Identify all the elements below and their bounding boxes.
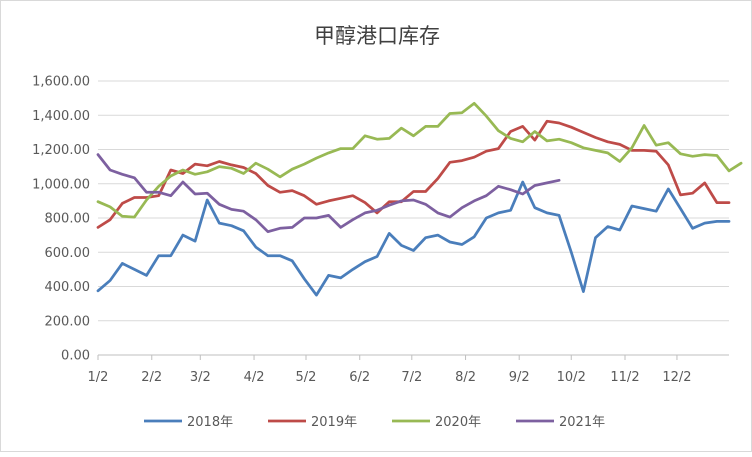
x-tick-label: 10/2 <box>557 370 586 385</box>
x-tick-label: 7/2 <box>401 370 422 385</box>
y-tick-label: 200.00 <box>45 314 91 329</box>
y-tick-label: 400.00 <box>45 280 91 295</box>
series-line-2 <box>96 119 731 229</box>
legend-label: 2019年 <box>311 415 357 430</box>
x-tick-label: 5/2 <box>296 370 317 385</box>
series-line-3 <box>96 101 743 219</box>
y-tick-label: 1,400.00 <box>32 109 90 124</box>
y-tick-label: 800.00 <box>45 212 91 227</box>
x-tick-label: 2/2 <box>141 370 162 385</box>
legend-item: 2019年 <box>268 415 357 430</box>
x-tick-label: 6/2 <box>349 370 370 385</box>
x-tick-label: 9/2 <box>509 370 530 385</box>
x-tick-label: 11/2 <box>610 370 639 385</box>
legend-item: 2020年 <box>392 415 481 430</box>
legend-label: 2018年 <box>187 415 233 430</box>
y-tick-label: 1,000.00 <box>32 177 90 192</box>
y-tick-label: 1,200.00 <box>32 143 90 158</box>
chart-title: 甲醇港口库存 <box>314 24 440 48</box>
y-tick-label: 600.00 <box>45 246 91 261</box>
x-axis: 1/2 2/2 3/2 4/2 5/2 6/2 7/2 8/2 9/2 10/2 11/2 12/2 <box>88 354 729 385</box>
x-tick-label: 4/2 <box>244 370 265 385</box>
y-tick-label: 1,600.00 <box>32 75 90 90</box>
legend-label: 2020年 <box>435 415 481 430</box>
series-line-4 <box>96 153 561 234</box>
legend-label: 2021年 <box>559 415 605 430</box>
x-tick-label: 1/2 <box>88 370 109 385</box>
legend: 2018年 2019年 2020年 2021年 <box>144 415 605 430</box>
series-line-1 <box>96 180 731 297</box>
x-tick-label: 3/2 <box>190 370 211 385</box>
x-tick-label: 12/2 <box>662 370 691 385</box>
legend-item: 2018年 <box>144 415 233 430</box>
legend-item: 2021年 <box>516 415 605 430</box>
x-tick-label: 8/2 <box>455 370 476 385</box>
y-tick-label: 0.00 <box>61 349 90 364</box>
y-axis-tick-labels: 0.00 200.00 400.00 600.00 800.00 1,000.00 1,20… <box>32 75 90 364</box>
series-lines <box>96 101 743 297</box>
